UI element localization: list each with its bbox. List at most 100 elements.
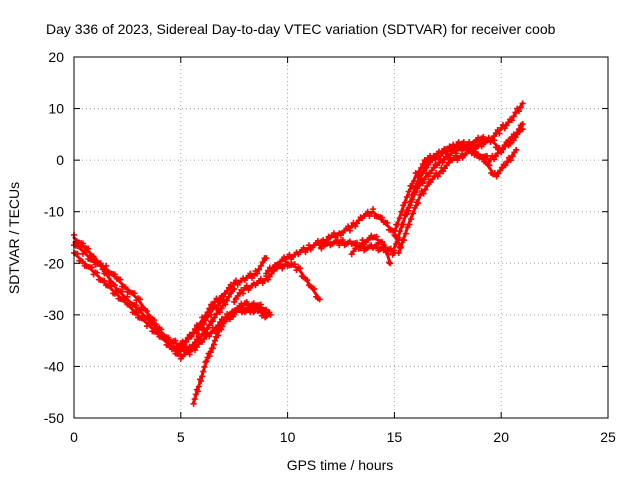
data-point-marker xyxy=(503,122,510,129)
data-point-marker xyxy=(152,321,159,328)
data-point-marker xyxy=(480,133,487,140)
data-point-marker xyxy=(197,336,204,343)
data-series xyxy=(71,100,526,407)
data-point-marker xyxy=(475,151,482,158)
series-track-12 xyxy=(395,145,520,256)
data-point-marker xyxy=(265,276,272,283)
data-point-marker xyxy=(136,296,143,303)
data-point-marker xyxy=(94,269,101,276)
x-tick-label: 0 xyxy=(70,429,78,445)
data-point-marker xyxy=(400,221,407,228)
data-point-marker xyxy=(254,270,261,277)
data-point-marker xyxy=(499,145,506,152)
data-point-marker xyxy=(427,158,433,165)
data-point-marker xyxy=(261,277,268,284)
data-point-marker xyxy=(190,329,197,336)
x-tick-label: 15 xyxy=(387,429,403,445)
data-point-marker xyxy=(194,388,201,395)
data-point-marker xyxy=(111,271,118,278)
data-point-marker xyxy=(208,311,215,318)
data-point-marker xyxy=(336,242,343,249)
plot-frame xyxy=(73,56,609,419)
data-point-marker xyxy=(204,309,211,316)
data-point-marker xyxy=(88,264,95,271)
data-point-marker xyxy=(131,290,138,297)
data-point-marker xyxy=(386,259,393,266)
data-point-marker xyxy=(195,383,202,390)
data-point-marker xyxy=(498,164,505,171)
data-point-marker xyxy=(445,159,452,166)
data-point-marker xyxy=(243,298,250,305)
data-point-marker xyxy=(268,268,275,275)
data-point-marker xyxy=(421,176,428,183)
data-point-marker xyxy=(514,131,521,138)
data-point-marker xyxy=(424,182,431,189)
data-point-marker xyxy=(429,176,436,183)
data-point-marker xyxy=(211,337,218,344)
data-point-marker xyxy=(393,240,400,247)
data-point-marker xyxy=(133,302,140,309)
data-point-marker xyxy=(222,290,229,297)
data-point-marker xyxy=(237,304,244,311)
data-point-marker xyxy=(495,170,502,177)
data-point-marker xyxy=(425,161,432,168)
y-tick-label: -30 xyxy=(44,307,64,323)
data-point-marker xyxy=(124,293,131,300)
data-point-marker xyxy=(391,228,398,235)
data-point-marker xyxy=(450,141,457,148)
data-point-marker xyxy=(441,156,448,163)
data-point-marker xyxy=(247,270,254,277)
series-track-8 xyxy=(316,206,404,252)
data-point-marker xyxy=(206,333,213,340)
data-point-marker xyxy=(418,175,425,182)
data-point-marker xyxy=(316,296,323,303)
data-point-marker xyxy=(354,220,361,227)
data-point-marker xyxy=(419,180,426,187)
data-point-marker xyxy=(420,190,427,197)
data-point-marker xyxy=(208,330,215,337)
data-point-marker xyxy=(188,345,195,352)
data-point-marker xyxy=(172,337,179,344)
data-point-marker xyxy=(460,139,467,146)
data-point-marker xyxy=(387,260,394,267)
data-point-marker xyxy=(419,170,426,177)
data-point-marker xyxy=(330,230,337,237)
data-point-marker xyxy=(227,289,234,296)
data-point-marker xyxy=(266,273,273,280)
data-point-marker xyxy=(257,306,264,313)
data-point-marker xyxy=(211,314,218,321)
axis-ticks: 0 5 10 15 20 25 -50 -40 -30 -20 -10 0 10 20 xyxy=(44,49,616,445)
data-point-marker xyxy=(202,359,209,366)
data-point-marker xyxy=(394,234,401,241)
data-point-marker xyxy=(469,145,476,152)
data-point-marker xyxy=(203,358,210,365)
data-point-marker xyxy=(198,378,205,385)
data-point-marker xyxy=(197,320,204,327)
data-point-marker xyxy=(505,119,512,126)
data-point-marker xyxy=(398,208,405,215)
data-point-marker xyxy=(405,204,412,211)
data-point-marker xyxy=(224,287,231,294)
data-point-marker xyxy=(396,228,403,235)
data-point-marker xyxy=(378,214,385,221)
grid-lines xyxy=(74,57,608,418)
data-point-marker xyxy=(439,159,446,166)
data-point-marker xyxy=(401,237,408,244)
data-point-marker xyxy=(195,333,202,340)
data-point-marker xyxy=(206,353,213,360)
data-point-marker xyxy=(496,130,503,137)
data-point-marker xyxy=(509,153,516,160)
data-point-marker xyxy=(207,349,214,356)
data-point-marker xyxy=(90,253,97,260)
data-point-marker xyxy=(267,311,274,318)
data-point-marker xyxy=(419,161,426,168)
data-point-marker xyxy=(368,210,375,217)
data-point-marker xyxy=(370,206,377,213)
x-tick-label: 5 xyxy=(177,429,185,445)
data-point-marker xyxy=(504,158,511,165)
data-point-marker xyxy=(192,326,199,333)
data-point-marker xyxy=(215,298,222,305)
data-point-marker xyxy=(200,368,207,375)
data-point-marker xyxy=(158,326,165,333)
